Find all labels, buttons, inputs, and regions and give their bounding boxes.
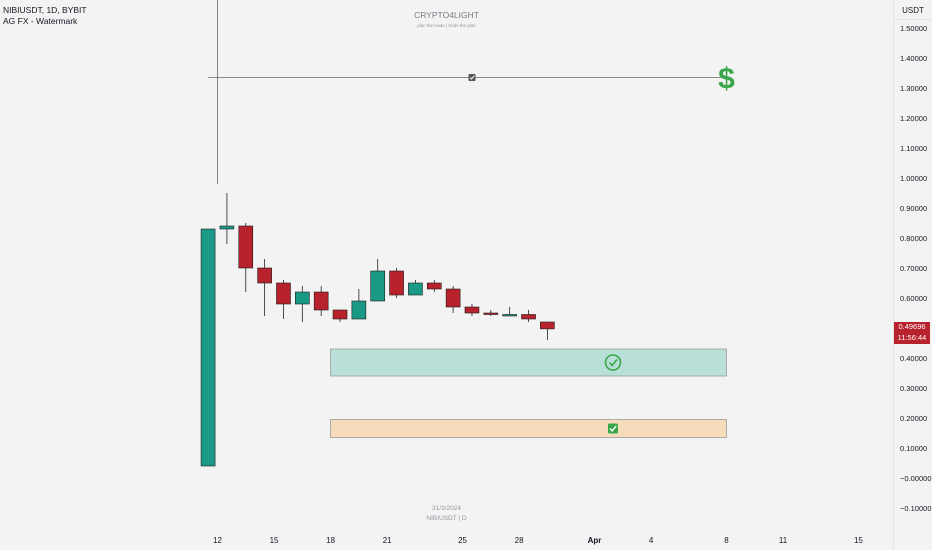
- candle-body: [313, 291, 329, 311]
- candle[interactable]: [408, 280, 423, 296]
- price-tick-label: 1.30000: [900, 84, 927, 93]
- candle-body: [426, 282, 442, 290]
- demand-zone[interactable]: [330, 348, 727, 377]
- watermark-date: 31/3/2024: [432, 505, 461, 512]
- price-tick-label: −0.10000: [900, 504, 932, 513]
- price-tick-label: 0.40000: [900, 354, 927, 363]
- candle-body: [238, 225, 254, 269]
- candle[interactable]: [219, 193, 235, 244]
- price-tick-label: 1.20000: [900, 114, 927, 123]
- checkbox-tick: [469, 75, 475, 80]
- candle-body: [464, 306, 480, 314]
- check-box-tick: [609, 425, 617, 432]
- candle-body: [483, 312, 499, 315]
- check-box-icon: [608, 423, 618, 434]
- date-tick-label: 18: [326, 536, 335, 545]
- symbol-title[interactable]: NIBIUSDT, 1D, BYBIT: [3, 5, 87, 15]
- candle[interactable]: [370, 259, 386, 302]
- check-circle-ring: [604, 354, 622, 371]
- date-tick-label: 15: [854, 536, 863, 545]
- price-tick-label: 0.60000: [900, 294, 927, 303]
- dollar-sign-icon: $: [718, 63, 735, 96]
- candle-body: [351, 300, 367, 320]
- date-tick-label: Apr: [588, 536, 602, 545]
- date-tick-label: 4: [649, 536, 654, 545]
- candle[interactable]: [426, 280, 442, 292]
- price-tick-label: 0.10000: [900, 444, 927, 453]
- candle[interactable]: [389, 268, 404, 298]
- price-tick-label: −0.00000: [900, 474, 932, 483]
- price-tick-label: 1.10000: [900, 144, 927, 153]
- price-tick-label: 0.30000: [900, 384, 927, 393]
- price-tick-label: 0.20000: [900, 414, 927, 423]
- price-tick-label: 1.00000: [900, 174, 927, 183]
- candle[interactable]: [200, 228, 216, 467]
- watermark-title: CRYPTO4LIGHT: [414, 10, 479, 20]
- date-tick-label: 11: [779, 536, 788, 545]
- candle-body: [502, 314, 517, 317]
- candle-body: [257, 267, 272, 284]
- current-price-value: 0.49696: [898, 322, 926, 331]
- currency-unit-button[interactable]: USDT: [894, 3, 932, 20]
- candle[interactable]: [464, 304, 480, 316]
- price-tick-label: 0.70000: [900, 264, 927, 273]
- price-tick-label: 0.90000: [900, 204, 927, 213]
- candle-body: [540, 321, 555, 330]
- support-zone[interactable]: [330, 419, 727, 438]
- price-tick-label: 1.50000: [900, 24, 927, 33]
- bar-countdown: 11:56:44: [897, 332, 927, 342]
- checkbox-box: [468, 74, 476, 81]
- price-tick-label: 0.80000: [900, 234, 927, 243]
- price-tick-label: 1.40000: [900, 54, 927, 63]
- candle-body: [521, 314, 536, 320]
- price-axis-separator: [893, 0, 894, 550]
- date-tick-label: 15: [270, 536, 279, 545]
- candle[interactable]: [295, 286, 310, 322]
- check-box-fill: [608, 423, 618, 434]
- candle[interactable]: [483, 310, 499, 316]
- candle-body: [408, 282, 423, 296]
- candle[interactable]: [502, 307, 517, 317]
- candle[interactable]: [238, 223, 254, 292]
- candle[interactable]: [351, 289, 367, 320]
- checkbox-icon: [468, 74, 476, 81]
- candle[interactable]: [257, 259, 272, 316]
- candle-body: [445, 288, 461, 308]
- check-circle-icon: [604, 354, 622, 371]
- candle-body: [389, 270, 404, 296]
- date-tick-label: 12: [213, 536, 222, 545]
- candle[interactable]: [313, 286, 329, 316]
- candle-body: [219, 225, 235, 230]
- check-circle-tick: [608, 358, 618, 367]
- watermark-symbol: NIBIUSDT | D: [426, 515, 467, 522]
- date-tick-label: 28: [515, 536, 524, 545]
- candle-body: [295, 291, 310, 305]
- candle[interactable]: [445, 286, 461, 313]
- date-tick-label: 25: [458, 536, 467, 545]
- candle-body: [332, 309, 348, 320]
- candle[interactable]: [521, 310, 536, 322]
- candle-body: [276, 282, 291, 305]
- candle[interactable]: [276, 280, 291, 319]
- date-tick-label: 21: [383, 536, 392, 545]
- indicator-title[interactable]: AG FX - Watermark: [3, 16, 78, 26]
- watermark-subtitle: plan the trade | trade the plan: [417, 23, 476, 28]
- current-price-label: 0.49696 11:56:44: [894, 322, 930, 344]
- candle-body: [370, 270, 386, 302]
- candle-body: [200, 228, 216, 467]
- candle[interactable]: [540, 321, 555, 340]
- date-tick-label: 8: [724, 536, 729, 545]
- candle[interactable]: [332, 309, 348, 322]
